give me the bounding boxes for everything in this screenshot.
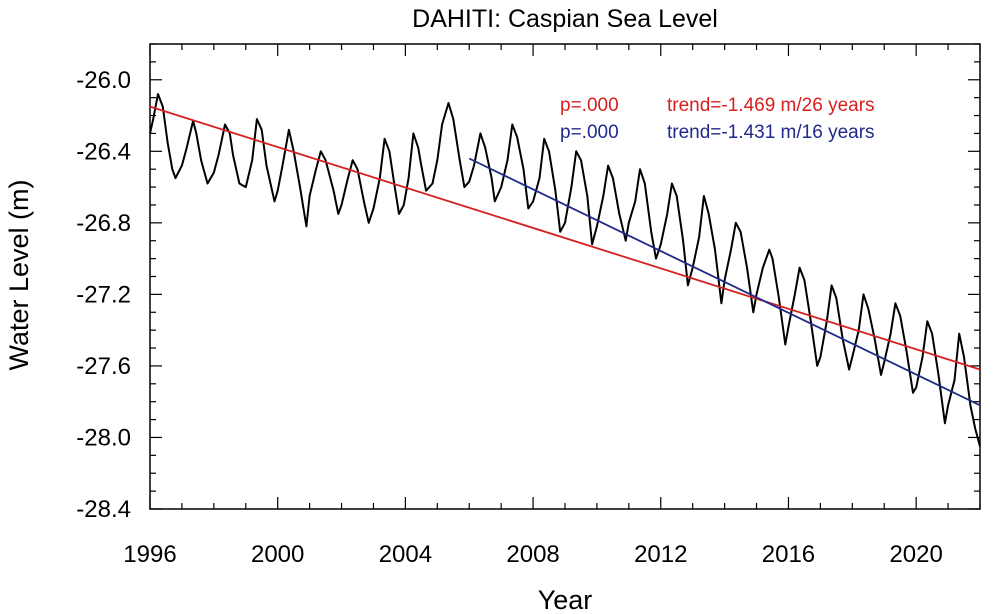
y-tick-label: -28.0 [76, 424, 131, 451]
chart-title: DAHITI: Caspian Sea Level [412, 5, 718, 33]
annotation-p-value: p=.000 [560, 122, 619, 143]
y-tick-label: -26.8 [76, 210, 131, 237]
annotation-layer: p=.000 trend=-1.469 m/26 years p=.000 trend… [560, 95, 875, 143]
y-axis: -26.0 -26.4 -26.8 -27.2 -27.6 -28.0 -28.4 [76, 43, 980, 523]
x-tick-label: 2012 [634, 541, 687, 568]
y-axis-label: Water Level (m) [4, 179, 34, 370]
x-axis: 1996 2000 2004 2008 2012 2016 2020 [123, 44, 981, 568]
annotation-trend: trend=-1.469 m/26 years [667, 95, 875, 116]
x-tick-label: 2020 [889, 541, 942, 568]
annotation-p-value: p=.000 [560, 95, 619, 116]
x-tick-label: 1996 [123, 541, 176, 568]
trend-line-16yr [468, 157, 981, 407]
x-axis-label: Year [538, 585, 593, 614]
y-tick-label: -26.0 [76, 67, 131, 94]
series-layer [149, 93, 981, 447]
x-tick-label: 2008 [506, 541, 559, 568]
y-tick-label: -26.4 [76, 138, 131, 165]
trend-line-26yr [149, 105, 981, 371]
x-tick-label: 2000 [251, 541, 304, 568]
y-tick-label: -27.6 [76, 353, 131, 380]
y-tick-label: -27.2 [76, 281, 131, 308]
x-tick-label: 2016 [762, 541, 815, 568]
annotation-trend: trend=-1.431 m/16 years [667, 122, 875, 143]
y-tick-label: -28.4 [76, 496, 131, 523]
x-tick-label: 2004 [379, 541, 432, 568]
